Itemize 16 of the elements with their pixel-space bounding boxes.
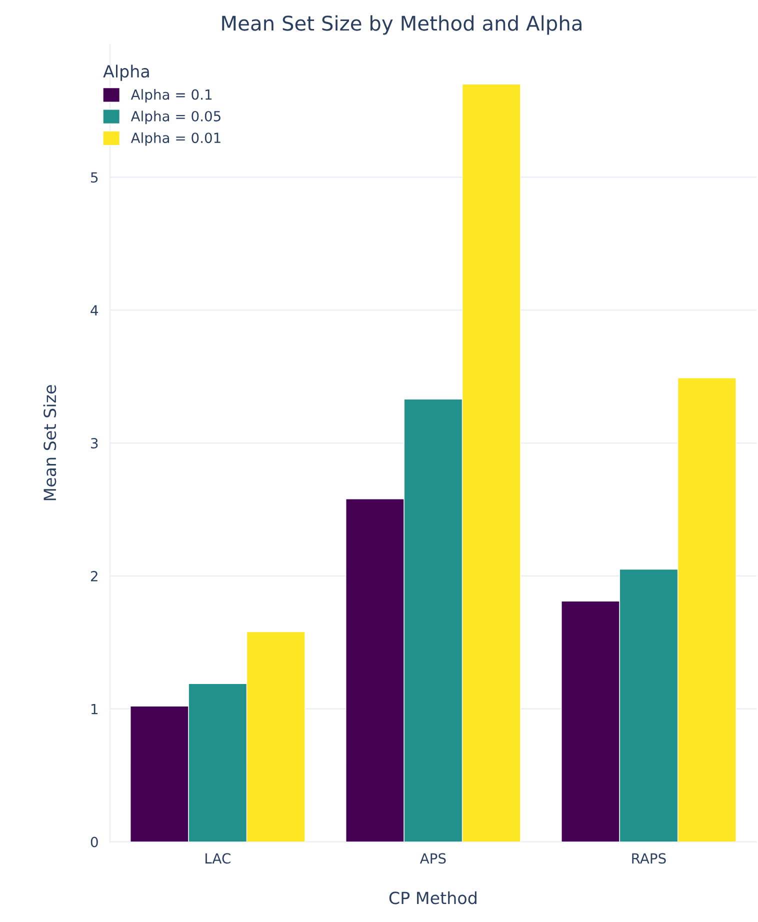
- legend-label: Alpha = 0.01: [130, 132, 220, 146]
- y-tick-label: 0: [90, 836, 98, 848]
- legend-label: Alpha = 0.05: [130, 110, 220, 124]
- y-axis-title: Mean Set Size: [43, 385, 56, 500]
- chart-title: Mean Set Size by Method and Alpha: [222, 15, 582, 35]
- y-tick-label: 2: [90, 570, 98, 582]
- legend-title: Alpha: [103, 64, 149, 81]
- x-axis-title: CP Method: [389, 891, 476, 904]
- x-tick-label: APS: [420, 853, 446, 864]
- y-tick-label: 5: [91, 172, 98, 183]
- y-tick-label: 4: [90, 305, 98, 316]
- y-tick-label: 1: [91, 704, 98, 714]
- legend-label: Alpha = 0.1: [130, 89, 212, 102]
- x-tick-label: LAC: [206, 853, 230, 864]
- y-tick-label: 3: [91, 438, 98, 448]
- x-tick-label: RAPS: [632, 853, 666, 864]
